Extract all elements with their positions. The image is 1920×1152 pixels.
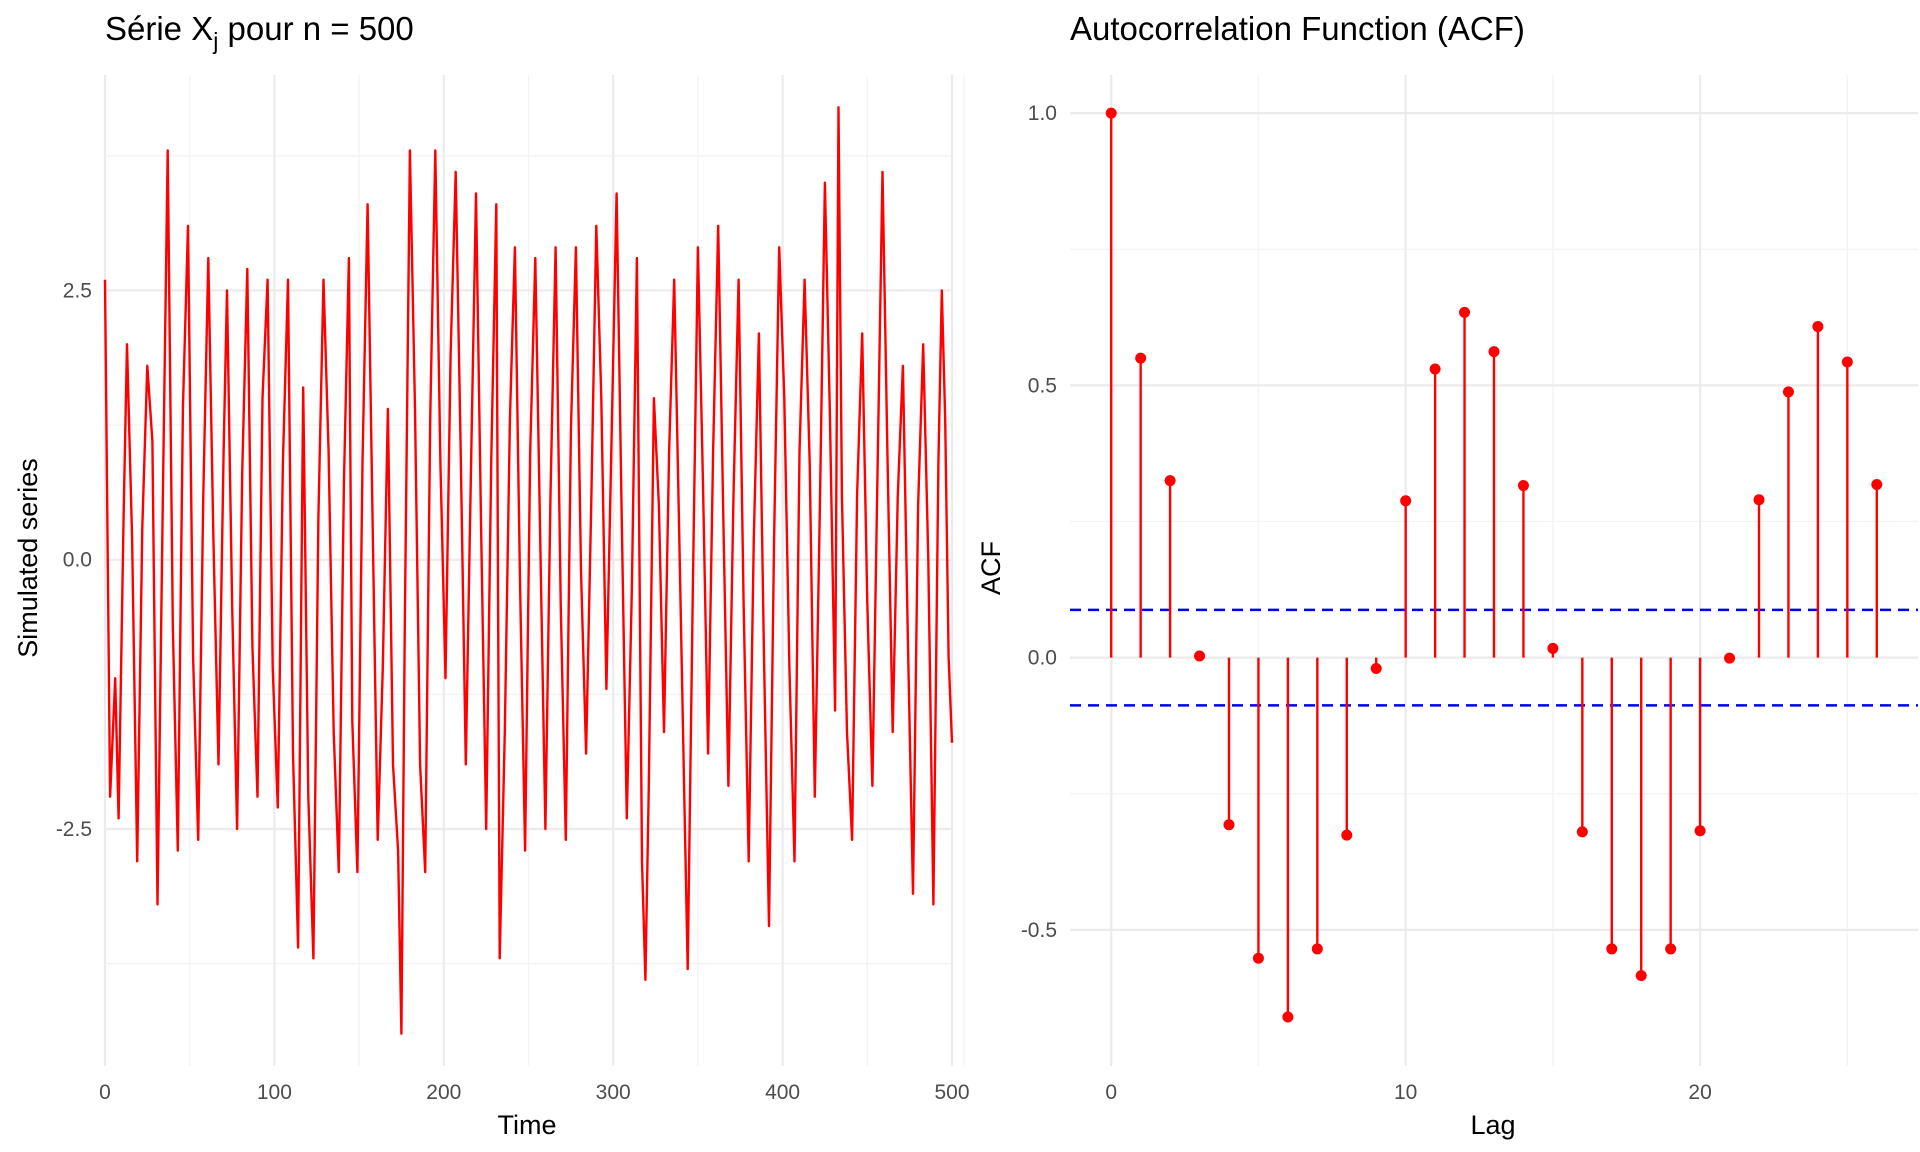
acf-point bbox=[1370, 663, 1382, 675]
time-series-y-axis-title: Simulated series bbox=[13, 458, 43, 658]
y-tick-label: 0.5 bbox=[1028, 374, 1057, 397]
x-tick-label: 0 bbox=[1105, 1081, 1117, 1104]
time-series-x-tick-labels: 0 100 200 300 400 500 bbox=[99, 1081, 969, 1104]
acf-point bbox=[1400, 495, 1412, 507]
acf-point bbox=[1724, 652, 1736, 664]
acf-y-tick-labels: -0.5 0.0 0.5 1.0 bbox=[1021, 102, 1057, 942]
acf-point bbox=[1871, 478, 1883, 490]
acf-point bbox=[1252, 952, 1264, 964]
acf-point bbox=[1782, 386, 1794, 398]
acf-x-tick-labels: 0 10 20 bbox=[1105, 1081, 1711, 1104]
x-tick-label: 200 bbox=[426, 1081, 461, 1104]
acf-point bbox=[1488, 346, 1500, 358]
acf-point bbox=[1223, 819, 1235, 831]
acf-point bbox=[1105, 107, 1117, 119]
y-tick-label: 0.0 bbox=[1028, 647, 1057, 670]
x-tick-label: 10 bbox=[1394, 1081, 1417, 1104]
acf-point bbox=[1694, 825, 1706, 837]
x-tick-label: 0 bbox=[99, 1081, 111, 1104]
y-tick-label: 0.0 bbox=[63, 549, 92, 572]
time-series-title: Série Xj pour n = 500 bbox=[105, 10, 414, 54]
x-tick-label: 300 bbox=[596, 1081, 631, 1104]
acf-point bbox=[1576, 826, 1588, 838]
time-series-panel: Série Xj pour n = 500 0 100 200 300 400 500 -… bbox=[13, 10, 970, 1140]
time-series-series bbox=[103, 106, 954, 1035]
acf-gridlines bbox=[963, 75, 1918, 1066]
x-tick-label: 20 bbox=[1688, 1081, 1711, 1104]
acf-point bbox=[1194, 650, 1206, 662]
acf-point bbox=[1517, 480, 1529, 492]
x-tick-label: 100 bbox=[257, 1081, 292, 1104]
acf-point bbox=[1282, 1011, 1294, 1023]
x-tick-label: 400 bbox=[765, 1081, 800, 1104]
acf-point bbox=[1164, 475, 1176, 487]
acf-point bbox=[1459, 306, 1471, 318]
series-line bbox=[103, 106, 954, 1035]
acf-x-axis-title: Lag bbox=[1470, 1110, 1515, 1140]
acf-y-axis-title: ACF bbox=[976, 541, 1006, 595]
time-series-x-axis-title: Time bbox=[498, 1110, 557, 1140]
acf-panel: Autocorrelation Function (ACF) 0 10 20 -0.… bbox=[963, 10, 1918, 1140]
acf-stems bbox=[1105, 107, 1883, 1023]
acf-point bbox=[1753, 494, 1765, 506]
acf-point bbox=[1135, 352, 1147, 364]
x-tick-label: 500 bbox=[934, 1081, 969, 1104]
acf-point bbox=[1665, 943, 1677, 955]
y-tick-label: -0.5 bbox=[1021, 919, 1057, 942]
acf-point bbox=[1812, 321, 1824, 333]
y-tick-label: -2.5 bbox=[56, 818, 92, 841]
acf-title: Autocorrelation Function (ACF) bbox=[1070, 10, 1525, 47]
y-tick-label: 1.0 bbox=[1028, 102, 1057, 125]
acf-point bbox=[1606, 943, 1618, 955]
acf-point bbox=[1341, 829, 1353, 841]
y-tick-label: 2.5 bbox=[63, 279, 92, 302]
acf-point bbox=[1547, 642, 1559, 654]
acf-point bbox=[1635, 970, 1647, 982]
acf-point bbox=[1311, 943, 1323, 955]
acf-point bbox=[1841, 356, 1853, 368]
time-series-y-tick-labels: -2.5 0.0 2.5 bbox=[56, 279, 92, 841]
acf-point bbox=[1429, 363, 1441, 375]
